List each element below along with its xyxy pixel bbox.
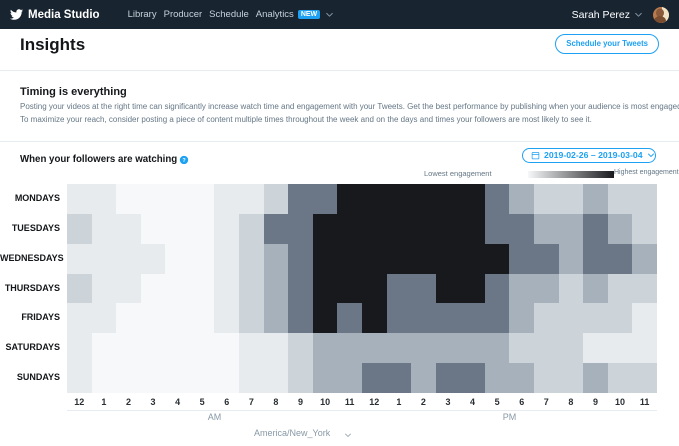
svg-text:?: ?: [182, 158, 185, 164]
